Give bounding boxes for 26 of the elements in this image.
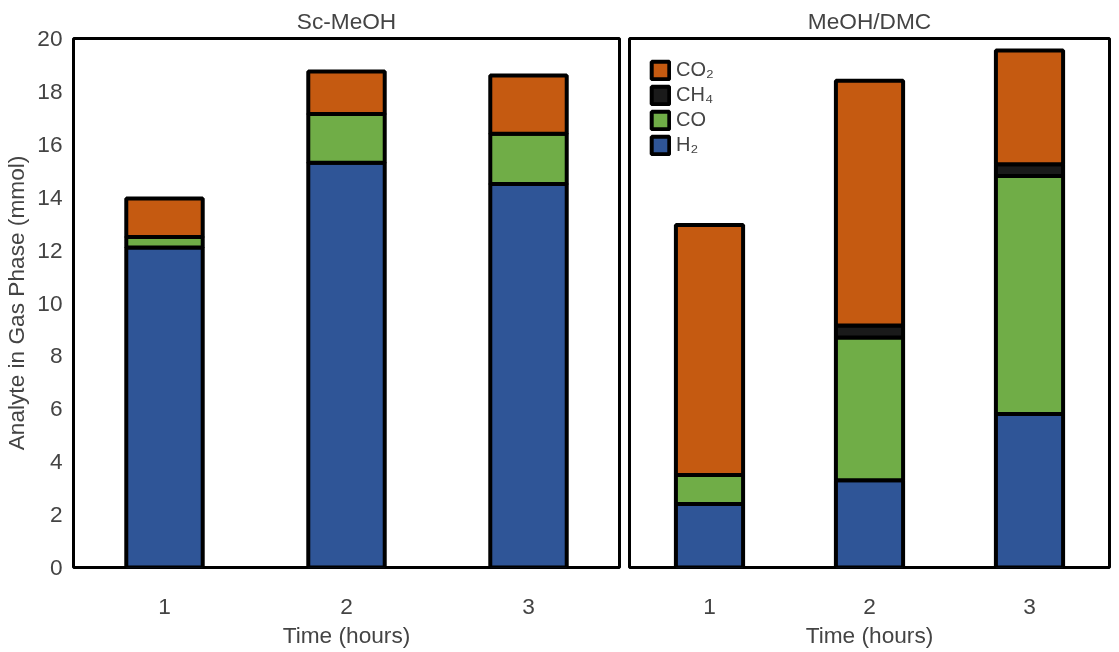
y-tick-label: 0	[49, 554, 63, 580]
x-tick-label: 1	[703, 592, 716, 619]
x-tick-label: 2	[863, 592, 876, 619]
y-tick-label: 14	[37, 183, 63, 210]
legend-label: CO₂	[676, 58, 714, 81]
y-tick-label: 4	[49, 448, 63, 475]
chart-title: Sc-MeOH	[296, 7, 397, 34]
y-tick-label: 6	[49, 395, 63, 422]
legend-label: H₂	[676, 133, 699, 156]
x-axis-title: Time (hours)	[282, 621, 411, 648]
x-axis-title: Time (hours)	[805, 621, 934, 648]
y-tick-label: 2	[49, 501, 63, 528]
x-tick-label: 1	[158, 592, 171, 619]
x-tick-label: 3	[1023, 592, 1036, 619]
y-tick-label: 18	[37, 77, 63, 104]
legend-label: CO	[676, 108, 706, 131]
y-tick-label: 20	[37, 25, 63, 51]
y-tick-label: 12	[37, 236, 63, 263]
x-tick-label: 3	[522, 592, 535, 619]
y-tick-label: 8	[49, 342, 63, 369]
chart-title: MeOH/DMC	[807, 7, 932, 34]
y-axis-title: Analyte in Gas Phase (mmol)	[3, 155, 30, 451]
legend-label: CH₄	[676, 83, 714, 106]
y-tick-label: 10	[37, 289, 63, 316]
x-tick-label: 2	[340, 592, 353, 619]
y-tick-label: 16	[37, 130, 63, 157]
